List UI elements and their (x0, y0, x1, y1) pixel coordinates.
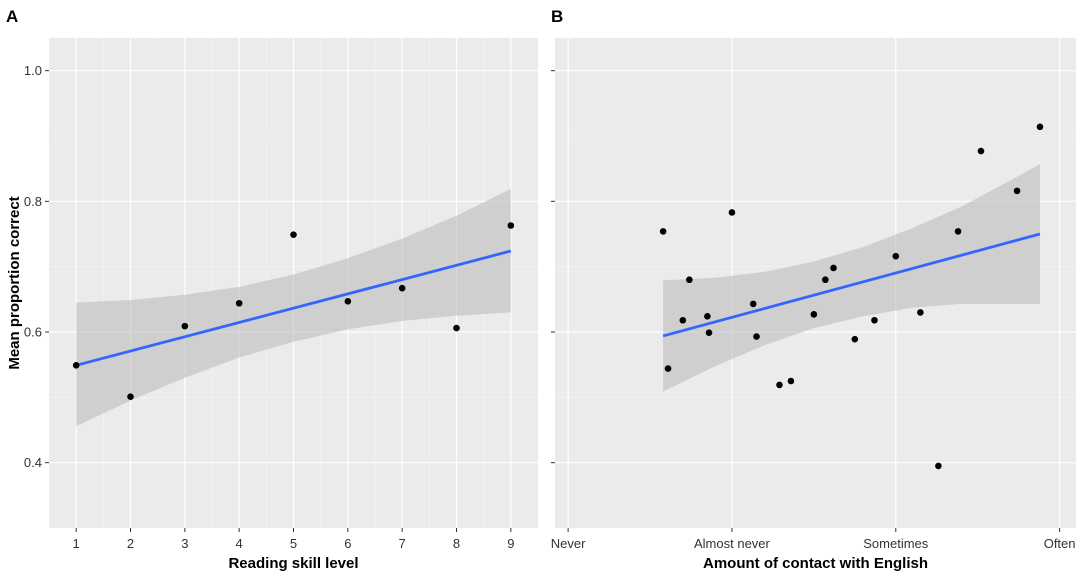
panel-a-y-tick-label: 0.6 (24, 325, 42, 340)
panel-a-x-tick-label: 7 (399, 536, 406, 551)
panel-b-x-tick-label: Never (551, 536, 586, 551)
panel-b-data-point (686, 276, 693, 284)
panel-a-x-axis-title: Reading skill level (228, 555, 358, 572)
panel-a-x-tick-label: 4 (236, 536, 243, 551)
panel-b-data-point (822, 276, 829, 284)
panel-b-data-point (749, 300, 757, 308)
panel-a-data-point (235, 299, 243, 307)
panel-a-data-point (127, 393, 134, 400)
panel-a-y-tick-label: 1.0 (24, 63, 42, 78)
panel-a: A 0.4 0.6 0.8 1.0 1 2 3 4 5 6 7 8 9 Reading skill leve… (6, 7, 538, 572)
panel-a-x-tick-label: 9 (507, 536, 514, 551)
panel-b-data-point (892, 252, 900, 260)
panel-b-x-axis-title: Amount of contact with English (703, 555, 928, 572)
panel-a-data-point (72, 362, 80, 369)
panel-a-x-tick-label: 3 (181, 536, 188, 551)
panel-b-data-point (753, 333, 760, 340)
panel-b-data-point (776, 381, 783, 389)
panel-b-letter: B (551, 7, 563, 26)
panel-a-data-point (398, 284, 406, 292)
panel-a-data-point (453, 324, 460, 332)
panel-b-data-point (977, 147, 985, 155)
panel-b-data-point (810, 311, 818, 318)
panel-a-data-point (507, 222, 515, 229)
panel-a-letter: A (6, 7, 18, 26)
panel-b-data-point (935, 462, 942, 470)
panel-a-x-tick-label: 1 (73, 536, 80, 551)
y-axis-title: Mean proportion correct (6, 196, 23, 369)
panel-a-y-tick-label: 0.8 (24, 194, 42, 209)
panel-b-x-tick-label: Often (1044, 536, 1076, 551)
panel-a-data-point (290, 231, 297, 238)
panel-b-data-point (664, 365, 672, 372)
panel-b-data-point (659, 228, 667, 235)
panel-b-data-point (679, 316, 687, 324)
panel-b-data-point (1013, 187, 1021, 195)
panel-a-x-tick-label: 2 (127, 536, 134, 551)
panel-a-y-tick-label: 0.4 (24, 455, 42, 470)
panel-b-regression-line (662, 232, 1041, 338)
panel-b-x-tick-label: Almost never (694, 536, 771, 551)
panel-a-data-point (181, 322, 189, 330)
panel-b-data-point (851, 335, 859, 343)
panel-a-x-tick-label: 6 (344, 536, 351, 551)
panel-b-data-point (704, 313, 711, 320)
panel-b-data-point (954, 228, 962, 235)
panel-b: B Never Almost never Sometimes Often Amount o… (551, 7, 1076, 572)
panel-b-x-tick-label: Sometimes (863, 536, 929, 551)
panel-b-data-point (871, 316, 878, 324)
panel-b-data-point (787, 377, 795, 385)
panel-b-data-point (705, 329, 713, 336)
panel-a-regression-line (75, 249, 512, 367)
panel-b-data-point (830, 264, 837, 272)
panel-a-x-tick-label: 8 (453, 536, 460, 551)
panel-a-data-point (344, 297, 352, 305)
panel-b-data-point (728, 209, 736, 216)
panel-b-data-point (1036, 123, 1044, 131)
panel-b-data-point (917, 309, 924, 316)
panel-a-x-tick-label: 5 (290, 536, 297, 551)
